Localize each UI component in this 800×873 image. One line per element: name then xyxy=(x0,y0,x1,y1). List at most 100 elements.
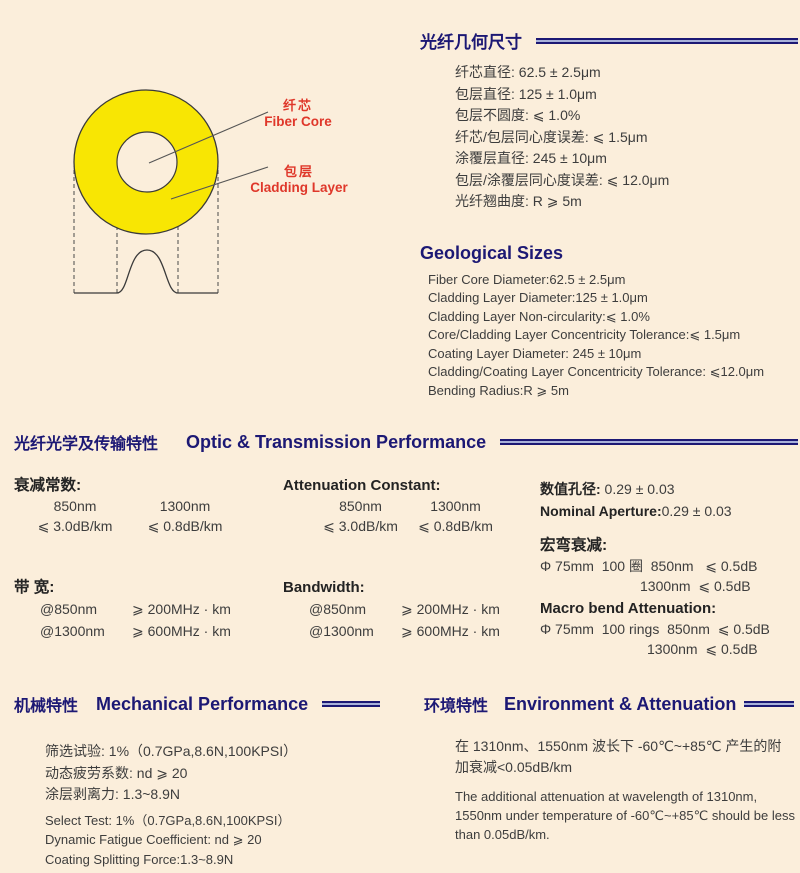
bandwidth-value: ⩾ 200MHz · km xyxy=(132,601,231,617)
spec-item: Bending Radius:R ⩾ 5m xyxy=(428,383,569,399)
fiber-cross-section-diagram: 纤芯 Fiber Core 包层 Cladding Layer xyxy=(0,0,400,320)
bandwidth-wavelength: @850nm xyxy=(309,601,367,617)
mechanical-title-zh: 机械特性 xyxy=(14,698,79,715)
attenuation-block-en: Attenuation Constant: 850nm 1300nm ⩽ 3.0d… xyxy=(283,476,503,536)
spec-item: Coating Layer Diameter: 245 ± 10μm xyxy=(428,345,642,361)
cladding-label-zh: 包层 xyxy=(283,164,314,179)
mechanical-title-en: Mechanical Performance xyxy=(96,693,309,714)
core-label-en: Fiber Core xyxy=(264,114,332,129)
environment-title-row: 环境特性 Environment & Attenuation xyxy=(424,692,798,716)
optic-title-zh: 光纤光学及传输特性 xyxy=(14,436,159,453)
spec-item: 筛选试验: 1%（0.7GPa,8.6N,100KPSI） xyxy=(45,743,298,759)
optic-section: 光纤光学及传输特性 Optic & Transmission Performan… xyxy=(0,430,800,692)
geometry-title-zh: 光纤几何尺寸 xyxy=(420,33,522,52)
wavelength-1300: 1300nm xyxy=(159,498,211,514)
attenuation-heading-en: Attenuation Constant: xyxy=(283,477,441,494)
fiber-diagram-drawing xyxy=(73,89,269,294)
environment-title-rule xyxy=(744,701,795,707)
macrobend-block-zh: 宏弯衰减: Φ 75mm 100 圈 850nm ⩽ 0.5dB 1300nm … xyxy=(540,536,757,596)
geometry-title-en: Geological Sizes xyxy=(420,242,564,263)
bandwidth-block-zh: 带 宽: @850nm ⩾ 200MHz · km @1300nm ⩾ 600MHz… xyxy=(14,578,231,642)
spec-item: 动态疲劳系数: nd ⩾ 20 xyxy=(45,764,188,781)
spec-item: Dynamic Fatigue Coefficient: nd ⩾ 20 xyxy=(45,832,262,847)
bandwidth-value: ⩾ 600MHz · km xyxy=(401,623,500,639)
core-circle xyxy=(116,131,178,193)
environment-text-en: The additional attenuation at wavelength… xyxy=(455,789,795,842)
aperture-label-zh: 数值孔径: xyxy=(540,481,601,497)
wavelength-1300: 1300nm xyxy=(430,498,481,514)
wavelength-850: 850nm xyxy=(53,498,97,514)
geometry-title-rule xyxy=(536,37,798,44)
value-850: ⩽ 3.0dB/km xyxy=(323,518,398,534)
bandwidth-row: @850nm ⩾ 200MHz · km xyxy=(283,598,500,620)
macrobend-line2-en: 1300nm ⩽ 0.5dB xyxy=(647,641,758,657)
cladding-label-en: Cladding Layer xyxy=(250,180,348,195)
spec-item: Cladding/Coating Layer Concentricity Tol… xyxy=(428,364,765,380)
refractive-index-profile-curve xyxy=(74,249,218,294)
optic-title-rule xyxy=(500,439,798,445)
bandwidth-value: ⩾ 600MHz · km xyxy=(132,623,231,639)
spec-item: Coating Splitting Force:1.3~8.9N xyxy=(45,851,234,867)
aperture-label-en: Nominal Aperture: xyxy=(540,503,662,519)
spec-item: 涂覆层直径: 245 ± 10μm xyxy=(455,150,607,166)
optic-title-row: 光纤光学及传输特性 Optic & Transmission Performan… xyxy=(14,430,798,454)
macrobend-block-en: Macro bend Attenuation: Φ 75mm 100 rings… xyxy=(540,599,770,659)
geometry-spec-list-en: Fiber Core Diameter:62.5 ± 2.5μm Claddin… xyxy=(420,271,798,401)
spec-item: 包层/涂覆层同心度误差: ⩽ 12.0μm xyxy=(455,171,670,188)
cladding-label: 包层 Cladding Layer xyxy=(240,163,358,195)
attenuation-wavelength-row: 850nm 1300nm xyxy=(283,496,503,516)
spec-item: 光纤翘曲度: R ⩾ 5m xyxy=(455,193,582,209)
bandwidth-wavelength: @850nm xyxy=(40,601,98,617)
mechanical-title-rule xyxy=(322,701,381,707)
aperture-value-zh: 0.29 ± 0.03 xyxy=(600,481,675,497)
value-850: ⩽ 3.0dB/km xyxy=(37,518,113,534)
attenuation-value-row: ⩽ 3.0dB/km ⩽ 0.8dB/km xyxy=(283,516,503,536)
aperture-line-zh: 数值孔径: 0.29 ± 0.03 xyxy=(540,478,732,500)
spec-item: Cladding Layer Non-circularity:⩽ 1.0% xyxy=(428,308,650,324)
core-leader-line xyxy=(148,111,269,164)
spec-item: 纤芯/包层同心度误差: ⩽ 1.5μm xyxy=(455,128,648,145)
geometry-spec-list-zh: 纤芯直径: 62.5 ± 2.5μm 包层直径: 125 ± 1.0μm 包层不… xyxy=(420,62,798,213)
core-label-zh: 纤芯 xyxy=(282,98,313,113)
bandwidth-heading-en: Bandwidth: xyxy=(283,579,365,596)
bandwidth-heading-zh: 带 宽: xyxy=(14,579,55,596)
environment-title-zh: 环境特性 xyxy=(424,698,489,715)
macrobend-line2-zh: 1300nm ⩽ 0.5dB xyxy=(640,578,751,594)
mechanical-list-en: Select Test: 1%（0.7GPa,8.6N,100KPSI） Dyn… xyxy=(14,811,402,870)
mechanical-list-zh: 筛选试验: 1%（0.7GPa,8.6N,100KPSI） 动态疲劳系数: nd… xyxy=(14,741,402,806)
macrobend-heading-zh: 宏弯衰减: xyxy=(540,537,608,554)
spec-item: Select Test: 1%（0.7GPa,8.6N,100KPSI） xyxy=(45,812,291,828)
aperture-line-en: Nominal Aperture:0.29 ± 0.03 xyxy=(540,500,732,522)
macrobend-heading-en: Macro bend Attenuation: xyxy=(540,600,717,617)
bandwidth-value: ⩾ 200MHz · km xyxy=(401,601,500,617)
value-1300: ⩽ 0.8dB/km xyxy=(418,518,493,534)
cladding-leader-line xyxy=(170,166,269,200)
mechanical-section: 机械特性 Mechanical Performance 筛选试验: 1%（0.7… xyxy=(14,692,402,869)
macrobend-line1-zh: Φ 75mm 100 圈 850nm ⩽ 0.5dB xyxy=(540,558,758,574)
spec-item: Fiber Core Diameter:62.5 ± 2.5μm xyxy=(428,271,626,287)
spec-item: Core/Cladding Layer Concentricity Tolera… xyxy=(428,327,741,343)
geometry-title-row: 光纤几何尺寸 xyxy=(420,28,798,53)
bandwidth-wavelength: @1300nm xyxy=(309,623,374,639)
spec-item: 包层不圆度: ⩽ 1.0% xyxy=(455,107,581,123)
attenuation-block-zh: 衰减常数: 850nm 1300nm ⩽ 3.0dB/km ⩽ 0.8dB/km xyxy=(14,476,240,536)
spec-item: 涂层剥离力: 1.3~8.9N xyxy=(45,786,180,802)
optic-title-en: Optic & Transmission Performance xyxy=(186,431,487,452)
value-1300: ⩽ 0.8dB/km xyxy=(147,518,223,534)
mechanical-title-row: 机械特性 Mechanical Performance xyxy=(14,692,402,716)
spec-item: 包层直径: 125 ± 1.0μm xyxy=(455,85,597,102)
wavelength-850: 850nm xyxy=(339,498,382,514)
bandwidth-wavelength: @1300nm xyxy=(40,623,105,639)
spec-item: 纤芯直径: 62.5 ± 2.5μm xyxy=(455,64,601,80)
environment-section: 环境特性 Environment & Attenuation 在 1310nm、… xyxy=(424,692,798,844)
spec-item: Cladding Layer Diameter:125 ± 1.0μm xyxy=(428,290,648,306)
aperture-block: 数值孔径: 0.29 ± 0.03 Nominal Aperture:0.29 … xyxy=(540,478,732,522)
environment-title-en: Environment & Attenuation xyxy=(504,693,737,714)
attenuation-heading-zh: 衰减常数: xyxy=(14,477,82,494)
bandwidth-row: @1300nm ⩾ 600MHz · km xyxy=(14,620,231,642)
core-label: 纤芯 Fiber Core xyxy=(250,97,346,129)
attenuation-value-row: ⩽ 3.0dB/km ⩽ 0.8dB/km xyxy=(14,516,240,536)
environment-text-zh: 在 1310nm、1550nm 波长下 -60℃~+85℃ 产生的附加衰减<0.… xyxy=(455,738,782,775)
bandwidth-row: @850nm ⩾ 200MHz · km xyxy=(14,598,231,620)
